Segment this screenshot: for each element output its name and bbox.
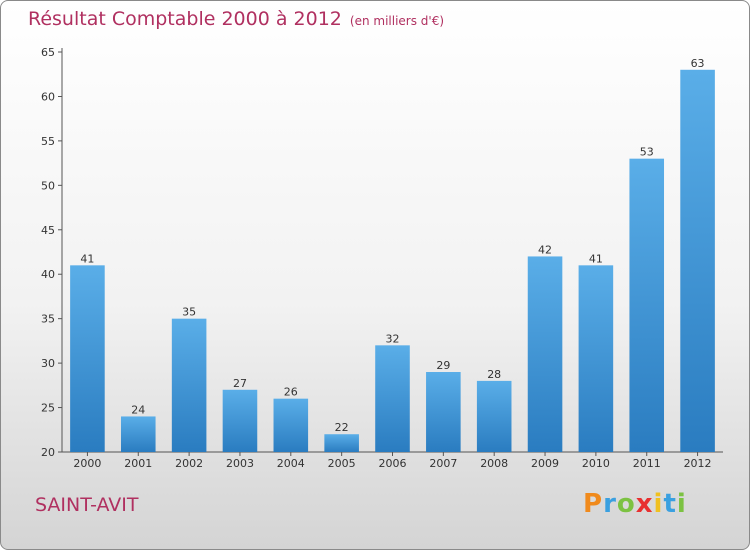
value-label: 63 (691, 57, 705, 70)
title-text: Résultat Comptable 2000 à 2012 (28, 8, 342, 30)
bar (680, 69, 715, 453)
bar (578, 265, 614, 452)
value-label: 27 (233, 377, 247, 390)
x-tick-label: 2007 (429, 457, 457, 470)
y-tick-label: 25 (41, 402, 55, 415)
y-tick-label: 40 (41, 268, 55, 281)
bar (273, 398, 309, 452)
x-tick-label: 2010 (582, 457, 610, 470)
x-tick-label: 2003 (226, 457, 254, 470)
y-tick-label: 20 (41, 446, 55, 459)
value-label: 42 (538, 243, 552, 256)
y-tick-label: 65 (41, 46, 55, 59)
value-label: 24 (131, 403, 145, 416)
x-tick-label: 2001 (124, 457, 152, 470)
chart-title: Résultat Comptable 2000 à 2012 (en millie… (28, 8, 444, 30)
x-tick-label: 2004 (277, 457, 305, 470)
bar (476, 380, 512, 452)
bar (120, 416, 156, 452)
y-tick-label: 60 (41, 90, 55, 103)
y-tick-label: 30 (41, 357, 55, 370)
town-name: SAINT-AVIT (35, 494, 139, 516)
x-tick-label: 2000 (73, 457, 101, 470)
value-label: 22 (335, 421, 349, 434)
x-tick-label: 2005 (328, 457, 356, 470)
value-label: 53 (640, 146, 654, 159)
bar (375, 345, 410, 452)
x-tick-label: 2009 (531, 457, 559, 470)
x-tick-label: 2011 (633, 457, 661, 470)
value-label: 26 (284, 386, 298, 399)
value-label: 41 (80, 252, 94, 265)
bar (171, 318, 207, 452)
value-label: 41 (589, 252, 603, 265)
bar (222, 389, 258, 452)
x-tick-label: 2002 (175, 457, 203, 470)
title-unit: (en milliers d'€) (349, 14, 445, 28)
bar (324, 434, 359, 452)
y-tick-label: 45 (41, 224, 55, 237)
y-tick-label: 50 (41, 179, 55, 192)
bar (629, 158, 665, 452)
value-label: 29 (436, 359, 450, 372)
value-label: 32 (386, 332, 400, 345)
bar (426, 372, 461, 452)
x-tick-label: 2006 (379, 457, 407, 470)
proxiti-logo[interactable]: Proxiti (583, 489, 687, 519)
bar (70, 265, 105, 452)
value-label: 35 (182, 306, 196, 319)
x-tick-label: 2012 (684, 457, 712, 470)
bar (527, 256, 563, 452)
y-tick-label: 35 (41, 313, 55, 326)
y-tick-label: 55 (41, 135, 55, 148)
value-label: 28 (487, 368, 501, 381)
x-tick-label: 2008 (480, 457, 508, 470)
